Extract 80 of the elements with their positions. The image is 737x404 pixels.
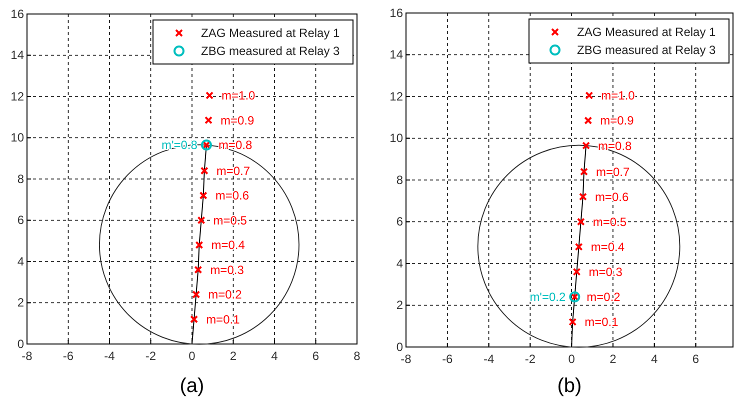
x-tick-label: 0 (568, 352, 576, 366)
annotation: m=1.0 (601, 88, 636, 103)
annotation: m=0.2 (586, 290, 621, 304)
y-tick-label: 14 (10, 48, 24, 62)
x-tick-label: 4 (651, 352, 658, 366)
x-tick-label: -2 (145, 349, 156, 364)
annotation: m=0.4 (590, 240, 625, 254)
x-tick-label: 0 (188, 349, 196, 364)
annotation: m=0.3 (588, 265, 623, 280)
x-tick-label: -2 (524, 352, 536, 366)
y-tick-label: 14 (390, 48, 404, 62)
point (576, 218, 585, 226)
x-tick-label: 2 (230, 349, 237, 364)
x-tick-label: 4 (271, 349, 278, 364)
point (197, 216, 206, 224)
x-tick-label: -6 (442, 352, 454, 366)
y-tick-label: 8 (17, 172, 24, 186)
y-tick-label: 6 (17, 213, 24, 228)
point (568, 318, 577, 326)
y-tick-label: 12 (10, 89, 24, 104)
y-tick-label: 16 (10, 6, 24, 21)
legend-label: ZAG Measured at Relay 1 (201, 26, 340, 40)
y-tick-label: 0 (17, 336, 24, 351)
x-tick-label: -6 (62, 349, 74, 364)
point (194, 266, 202, 274)
legend-label: ZAG Measured at Relay 1 (577, 25, 716, 40)
point (200, 166, 208, 175)
annotation: m'=0.2 (530, 290, 566, 304)
annotation: m=0.5 (213, 213, 248, 228)
annotation: m=0.7 (596, 164, 630, 179)
legend-label: ZBG measured at Relay 3 (577, 43, 716, 58)
x-tick-label: -4 (483, 352, 494, 366)
point (195, 241, 204, 249)
annotation: m=0.8 (598, 138, 632, 153)
x-tick-label: 6 (692, 352, 700, 366)
y-tick-label: 8 (396, 172, 404, 187)
annotation: m=1.0 (222, 88, 256, 103)
point (582, 142, 590, 150)
annotation: m=0.3 (210, 262, 244, 277)
point (574, 242, 583, 251)
point (578, 192, 587, 201)
annotation: m=0.6 (594, 190, 629, 204)
text: (b) (557, 375, 582, 397)
annotation: m=0.6 (215, 188, 250, 203)
annotation: m=0.9 (600, 114, 634, 128)
annotation: m=0.4 (211, 238, 246, 252)
y-tick-label: 10 (390, 131, 404, 146)
y-tick-label: 4 (396, 256, 404, 270)
y-tick-label: 12 (390, 89, 404, 104)
point (580, 168, 588, 176)
annotation: m=0.8 (218, 138, 252, 152)
y-tick-label: 10 (10, 130, 24, 145)
x-tick-label: -8 (400, 352, 412, 366)
y-tick-label: 0 (396, 340, 404, 354)
x-tick-label: 6 (312, 349, 320, 364)
y-tick-label: 2 (17, 296, 24, 310)
point (584, 116, 592, 125)
point (199, 192, 208, 200)
point (572, 268, 581, 276)
annotation: m=0.1 (206, 312, 240, 326)
y-tick-label: 16 (390, 6, 404, 20)
x-tick-label: 8 (354, 349, 361, 364)
annotation: m=0.2 (208, 288, 242, 302)
x-tick-label: -8 (22, 349, 33, 364)
y-tick-label: 6 (396, 214, 404, 229)
point (192, 290, 200, 298)
legend-label: ZBG measured at Relay 3 (201, 44, 340, 58)
point (585, 91, 594, 100)
point (190, 315, 198, 324)
point (204, 116, 212, 124)
y-tick-label: 4 (17, 254, 24, 268)
annotation: m=0.9 (220, 113, 255, 128)
annotation: m=0.5 (592, 214, 627, 229)
point (206, 91, 214, 100)
x-tick-label: 2 (610, 352, 617, 366)
annotation: m=0.1 (584, 315, 619, 330)
text: (a) (180, 375, 204, 397)
x-tick-label: -4 (104, 349, 116, 364)
annotation: m=0.7 (216, 164, 250, 178)
y-tick-label: 2 (396, 298, 404, 312)
